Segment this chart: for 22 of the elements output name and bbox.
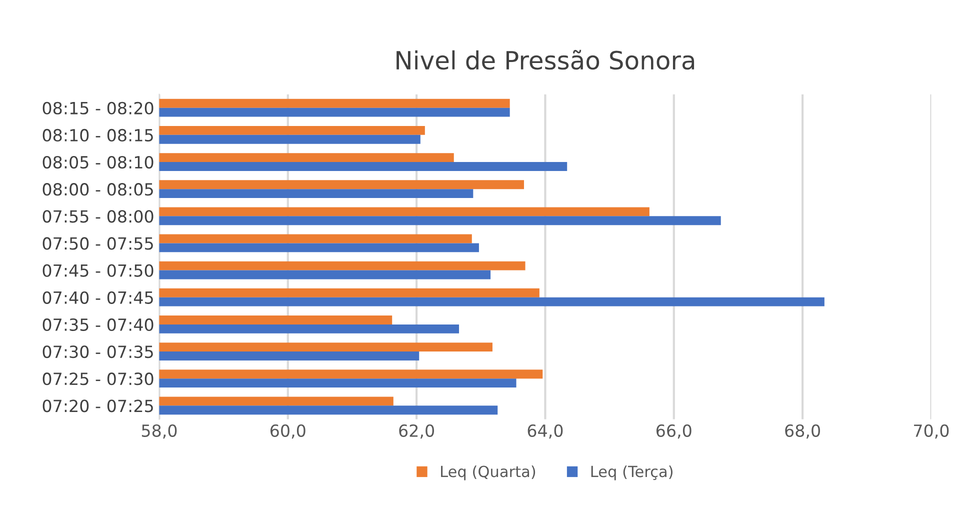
y-tick-label: 07:35 - 07:40: [42, 318, 154, 332]
x-tick-label: 68,0: [785, 424, 820, 439]
x-tick-label: 70,0: [914, 424, 949, 439]
x-tick-label: 58,0: [142, 424, 177, 439]
y-tick-label: 08:10 - 08:15: [42, 128, 153, 142]
legend-label: Leq (Quarta): [441, 465, 536, 480]
y-tick-label: 08:00 - 08:05: [42, 183, 153, 196]
x-tick-label: 64,0: [528, 424, 563, 439]
x-tick-label: 66,0: [656, 424, 692, 439]
y-tick-label: 07:40 - 07:45: [42, 291, 153, 304]
y-tick-label: 07:50 - 07:55: [42, 237, 153, 250]
chart-title: Nivel de Pressão Sonora: [396, 50, 694, 70]
y-tick-label: 08:15 - 08:20: [42, 102, 154, 114]
y-tick-label: 08:05 - 08:10: [42, 156, 154, 169]
x-tick-label: 62,0: [399, 424, 434, 439]
x-tick-label: 60,0: [270, 424, 306, 439]
y-tick-label: 07:20 - 07:25: [42, 400, 153, 412]
y-tick-label: 07:45 - 07:50: [42, 264, 154, 277]
legend-label: Leq (Terça): [591, 465, 672, 480]
y-tick-label: 07:55 - 08:00: [42, 210, 154, 223]
y-tick-label: 07:25 - 07:30: [42, 372, 154, 386]
y-tick-label: 07:30 - 07:35: [42, 345, 153, 358]
